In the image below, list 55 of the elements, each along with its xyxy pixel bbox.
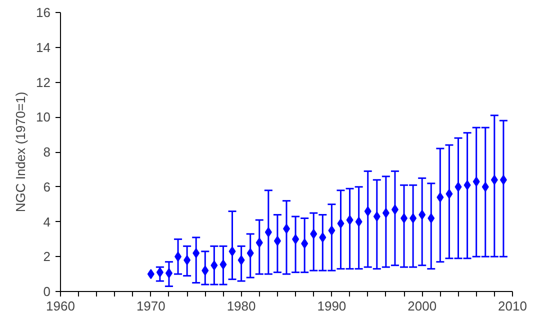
point (472, 176, 480, 187)
point (192, 248, 200, 258)
point (373, 212, 380, 222)
point (210, 260, 218, 270)
point (428, 213, 435, 224)
point (319, 232, 326, 242)
point (156, 267, 164, 278)
point (490, 174, 498, 185)
point (410, 213, 417, 224)
y-tick-label: 10 (36, 110, 51, 125)
point (165, 268, 172, 278)
point (400, 213, 408, 224)
point (184, 255, 191, 266)
point (147, 269, 154, 280)
point (310, 228, 318, 239)
point (355, 216, 362, 227)
point (346, 215, 354, 226)
y-tick-label: 6 (43, 179, 51, 194)
point (274, 236, 281, 246)
y-tick-label: 8 (43, 144, 51, 160)
point (391, 204, 398, 215)
x-tick-label: 1960 (46, 298, 75, 314)
point (292, 234, 300, 244)
x-tick-label: 1970 (136, 298, 166, 314)
point (220, 259, 227, 270)
point (256, 238, 263, 248)
point (202, 266, 209, 276)
point (337, 218, 344, 228)
y-tick-label: 2 (43, 249, 51, 264)
point (264, 227, 272, 238)
y-tick-label: 16 (36, 5, 51, 20)
y-tick-label: 0 (43, 284, 51, 299)
y-tick-label: 4 (43, 214, 51, 230)
y-axis-title: NGC Index (1970=1) (13, 92, 28, 212)
x-tick-label: 2000 (408, 298, 437, 314)
x-tick-label: 1990 (317, 298, 346, 314)
point (301, 238, 308, 249)
point (328, 225, 336, 236)
y-tick-label: 14 (36, 40, 51, 55)
point (436, 192, 444, 202)
point (418, 210, 426, 220)
point (246, 248, 254, 258)
x-tick-label: 2010 (498, 298, 527, 314)
point (238, 255, 245, 266)
point (482, 182, 489, 192)
point (446, 188, 453, 199)
point (364, 206, 372, 216)
point (500, 174, 507, 185)
point (228, 246, 236, 256)
point (464, 180, 471, 190)
point (454, 182, 462, 192)
point (174, 252, 182, 262)
y-tick-label: 12 (36, 74, 51, 90)
point (382, 208, 390, 218)
x-tick-label: 1980 (226, 298, 256, 314)
